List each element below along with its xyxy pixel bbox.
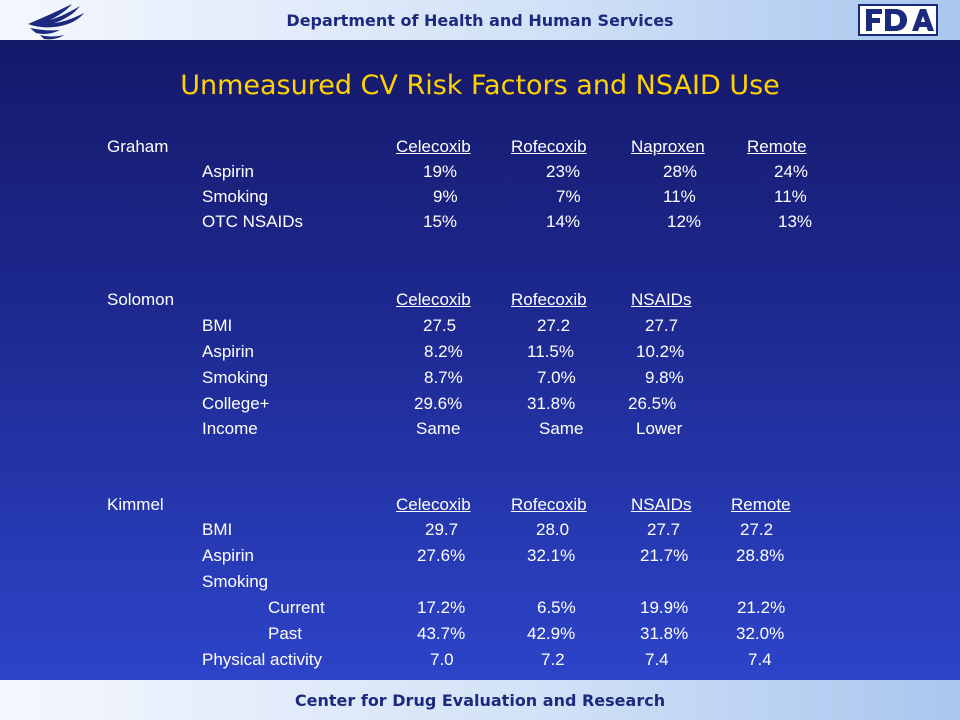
table-cell: 19% — [423, 162, 458, 181]
table-cell: 17.2% — [417, 598, 466, 617]
table-cell: Lower — [636, 419, 683, 438]
table-cell: 42.9% — [527, 624, 576, 643]
table-cell: 15% — [423, 212, 458, 231]
slide-body — [0, 40, 960, 680]
row-label: Smoking — [202, 368, 269, 387]
kimmel-col-header: Celecoxib — [396, 495, 471, 514]
table-cell: Same — [416, 419, 461, 438]
table-cell: 7.4 — [748, 650, 772, 669]
graham-col-header: Naproxen — [631, 137, 705, 156]
table-cell: 12% — [667, 212, 702, 231]
kimmel-col-header: NSAIDs — [631, 495, 692, 514]
study-name-graham: Graham — [107, 137, 169, 156]
table-cell: 11% — [663, 187, 696, 206]
table-cell: 7.0 — [430, 650, 454, 669]
table-cell: 27.7 — [647, 520, 681, 539]
row-label: Aspirin — [202, 546, 254, 565]
table-cell: 43.7% — [417, 624, 466, 643]
row-label: BMI — [202, 520, 233, 539]
table-cell: 10.2% — [636, 342, 685, 361]
table-cell: 23% — [546, 162, 581, 181]
table-cell: 7.2 — [541, 650, 565, 669]
table-cell: 27.2 — [537, 316, 571, 335]
table-cell: 7% — [556, 187, 581, 206]
table-cell: 26.5% — [628, 394, 677, 413]
row-label: Smoking — [202, 187, 269, 206]
table-cell: 27.2 — [740, 520, 774, 539]
solomon-col-header: NSAIDs — [631, 290, 692, 309]
table-cell: 21.2% — [737, 598, 786, 617]
table-cell: 29.7 — [425, 520, 459, 539]
table-cell: 29.6% — [414, 394, 463, 413]
hhs-eagle-logo — [28, 4, 84, 40]
row-label: Current — [268, 598, 325, 617]
table-cell: 28.0 — [536, 520, 570, 539]
table-cell: 27.6% — [417, 546, 466, 565]
table-cell: 21.7% — [640, 546, 689, 565]
row-label: Physical activity — [202, 650, 322, 669]
table-cell: 27.5 — [423, 316, 457, 335]
graham-col-header: Remote — [747, 137, 807, 156]
table-cell: 31.8% — [640, 624, 689, 643]
study-name-kimmel: Kimmel — [107, 495, 164, 514]
row-label: Income — [202, 419, 258, 438]
header-bar: Department of Health and Human Services — [0, 0, 960, 40]
graham-col-header: Celecoxib — [396, 137, 471, 156]
table-cell: 27.7 — [645, 316, 679, 335]
row-label: Smoking — [202, 572, 269, 591]
table-cell: 9.8% — [645, 368, 684, 387]
row-label: BMI — [202, 316, 233, 335]
row-label: Past — [268, 624, 303, 643]
graham-col-header: Rofecoxib — [511, 137, 587, 156]
table-cell: 32.1% — [527, 546, 576, 565]
table-cell: 13% — [778, 212, 813, 231]
slide-title: Unmeasured CV Risk Factors and NSAID Use — [180, 70, 780, 101]
table-cell: 24% — [774, 162, 809, 181]
row-label: Aspirin — [202, 342, 254, 361]
table-cell: 7.4 — [645, 650, 669, 669]
kimmel-col-header: Rofecoxib — [511, 495, 587, 514]
study-name-solomon: Solomon — [107, 290, 175, 309]
fda-logo — [858, 4, 938, 36]
row-label: College+ — [202, 394, 270, 413]
table-cell: 32.0% — [736, 624, 785, 643]
solomon-col-header: Celecoxib — [396, 290, 471, 309]
row-label: Aspirin — [202, 162, 254, 181]
footer-title: Center for Drug Evaluation and Research — [294, 691, 666, 710]
solomon-col-header: Rofecoxib — [511, 290, 587, 309]
table-cell: 28% — [663, 162, 698, 181]
table-cell: 28.8% — [736, 546, 785, 565]
table-cell: 6.5% — [537, 598, 576, 617]
kimmel-col-header: Remote — [731, 495, 791, 514]
table-cell: 11% — [774, 187, 807, 206]
table-cell: 14% — [546, 212, 581, 231]
table-cell: 11.5% — [527, 342, 574, 361]
department-title: Department of Health and Human Services — [286, 11, 674, 30]
table-cell: 7.0% — [537, 368, 576, 387]
table-cell: 19.9% — [640, 598, 689, 617]
table-cell: 8.2% — [424, 342, 463, 361]
table-cell: 8.7% — [424, 368, 463, 387]
table-cell: Same — [539, 419, 584, 438]
row-label: OTC NSAIDs — [202, 212, 304, 231]
footer-bar: Center for Drug Evaluation and Research — [0, 680, 960, 720]
table-cell: 9% — [433, 187, 458, 206]
table-cell: 31.8% — [527, 394, 576, 413]
